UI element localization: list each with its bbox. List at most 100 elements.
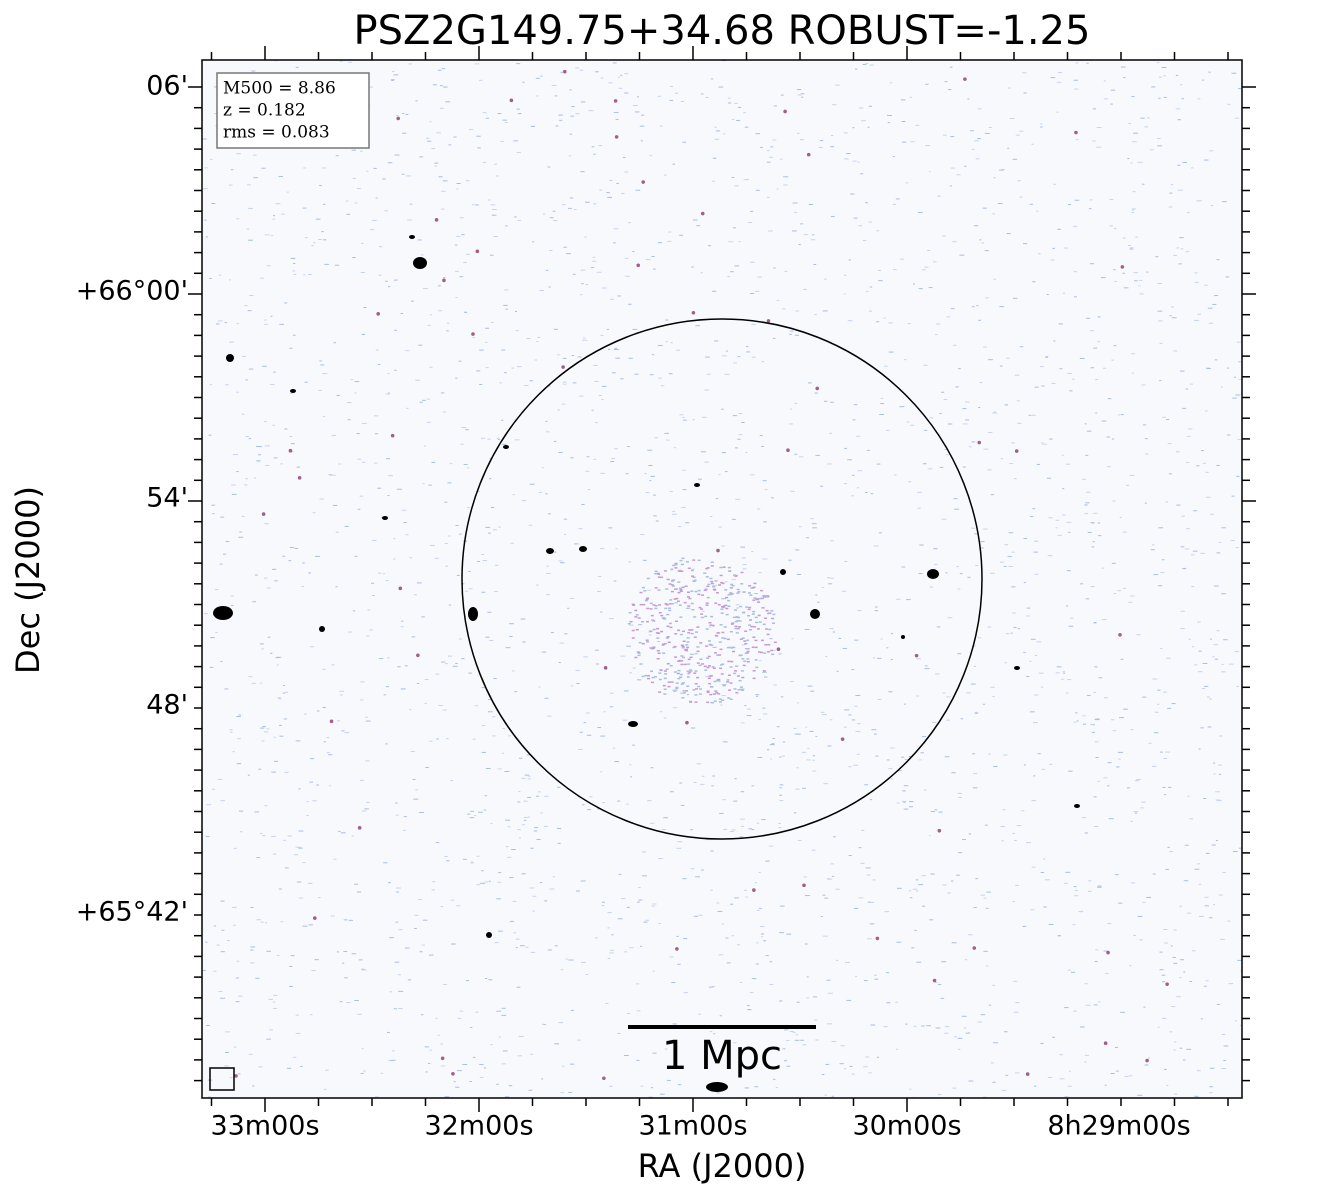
noise-speck [372, 539, 377, 541]
noise-speck [1015, 134, 1020, 136]
noise-speck [448, 144, 452, 146]
noise-speck [414, 914, 419, 916]
diffuse-emission [663, 570, 667, 572]
noise-speck [437, 69, 442, 71]
noise-speck [750, 293, 755, 295]
noise-speck [606, 328, 609, 330]
noise-speck [769, 638, 773, 640]
noise-speck [236, 323, 239, 325]
diffuse-emission [711, 701, 715, 704]
noise-speck [544, 795, 549, 797]
noise-speck [400, 626, 404, 628]
noise-speck [992, 696, 995, 698]
r500-circle [461, 318, 983, 840]
faint-source [776, 647, 781, 652]
noise-speck [536, 95, 539, 97]
noise-speck [942, 884, 947, 886]
noise-speck [964, 165, 967, 167]
noise-speck [492, 209, 497, 211]
noise-speck [1161, 1017, 1167, 1019]
noise-speck [1133, 934, 1136, 936]
noise-speck [601, 287, 607, 289]
noise-speck [990, 1062, 994, 1064]
noise-speck [407, 979, 412, 981]
diffuse-emission [670, 580, 674, 582]
faint-source [440, 1056, 445, 1061]
noise-speck [1136, 779, 1141, 781]
noise-speck [636, 1059, 640, 1061]
noise-speck [1025, 615, 1030, 617]
noise-speck [714, 126, 717, 128]
noise-speck [853, 764, 859, 766]
noise-speck [485, 367, 489, 369]
noise-speck [286, 191, 289, 193]
noise-speck [806, 537, 809, 539]
diffuse-emission [725, 607, 729, 610]
noise-speck [712, 584, 718, 586]
noise-speck [884, 365, 888, 367]
noise-speck [896, 802, 900, 804]
noise-speck [1173, 254, 1178, 256]
noise-speck [341, 730, 345, 732]
noise-speck [724, 471, 728, 473]
diffuse-emission [721, 699, 725, 701]
noise-speck [1004, 1031, 1008, 1033]
noise-speck [1021, 810, 1025, 812]
noise-speck [1186, 528, 1190, 530]
noise-speck [812, 759, 815, 761]
noise-speck [474, 815, 477, 817]
diffuse-emission [707, 655, 711, 658]
noise-speck [769, 983, 774, 985]
noise-speck [456, 574, 460, 576]
diffuse-emission [709, 577, 713, 580]
noise-speck [936, 626, 941, 628]
noise-speck [611, 372, 616, 374]
noise-speck [241, 413, 245, 415]
noise-speck [754, 1086, 759, 1088]
diffuse-emission [681, 645, 685, 648]
noise-speck [657, 641, 660, 643]
noise-speck [1133, 811, 1139, 813]
noise-speck [912, 888, 918, 890]
noise-speck [239, 531, 242, 533]
noise-speck [815, 1039, 819, 1041]
noise-speck [760, 933, 765, 935]
noise-speck [284, 428, 288, 430]
noise-speck [716, 902, 720, 904]
noise-speck [810, 239, 816, 241]
noise-speck [658, 377, 662, 379]
noise-speck [518, 837, 522, 839]
noise-speck [366, 801, 370, 803]
noise-speck [903, 801, 906, 803]
noise-speck [650, 767, 654, 769]
noise-speck [356, 188, 361, 190]
noise-speck [600, 771, 603, 773]
noise-speck [1123, 77, 1126, 79]
noise-speck [248, 368, 254, 370]
noise-speck [1112, 500, 1116, 502]
noise-speck [232, 751, 235, 753]
noise-speck [229, 341, 234, 343]
noise-speck [373, 167, 377, 169]
noise-speck [401, 620, 404, 622]
noise-speck [770, 146, 774, 148]
noise-speck [655, 520, 659, 522]
noise-speck [643, 921, 648, 923]
noise-speck [202, 188, 208, 190]
point-source [780, 569, 786, 575]
noise-speck [494, 163, 497, 165]
noise-speck [318, 897, 321, 899]
noise-speck [426, 421, 431, 423]
noise-speck [1212, 904, 1216, 906]
noise-speck [731, 518, 736, 520]
diffuse-emission [755, 621, 759, 624]
noise-speck [435, 842, 440, 844]
noise-speck [751, 356, 756, 358]
diffuse-emission [714, 602, 718, 604]
diffuse-emission [749, 594, 753, 596]
noise-speck [266, 728, 270, 730]
diffuse-emission [754, 639, 758, 642]
noise-speck [262, 726, 266, 728]
noise-speck [569, 197, 574, 199]
noise-speck [988, 753, 991, 755]
